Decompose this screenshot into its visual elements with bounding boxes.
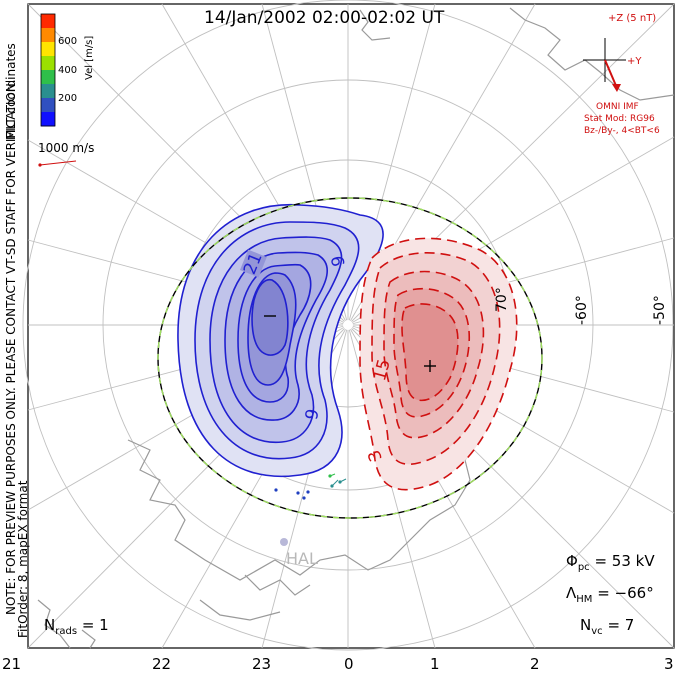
max-marker [424, 360, 436, 372]
n-symbol: N [580, 616, 592, 634]
vector-scale-label: 1000 m/s [38, 141, 95, 155]
imf-z-label: +Z (5 nT) [608, 13, 657, 24]
imf-vector [604, 59, 618, 89]
imf-y-label: +Y [627, 56, 642, 67]
pole-marker [343, 320, 353, 330]
neg-contour-21 [251, 278, 289, 356]
velocity-vectors [274, 473, 347, 500]
mlt-tick-23: 23 [252, 655, 272, 673]
colorbar-tick-200: 200 [58, 93, 78, 104]
colorbar [41, 14, 55, 127]
mlt-tick-21: 21 [2, 655, 22, 673]
colorbar-segment [41, 14, 55, 29]
fit-label: FitOrder: 8, mapEX format [16, 480, 30, 638]
lat-label-70: 70° [494, 287, 510, 312]
stat-phi-pc: Φpc = 53 kV [566, 552, 655, 573]
colorbar-segment [41, 84, 55, 99]
plot-frame [27, 3, 675, 649]
mlt-tick-2: 2 [530, 655, 540, 673]
imf-condition: Bz-/By-, 4<BT<6 [584, 126, 660, 136]
stat-n-rads: Nrads = 1 [44, 616, 109, 637]
colorbar-segment [41, 112, 55, 127]
colorbar-segment [41, 98, 55, 113]
hm-boundary-dash [157, 197, 543, 519]
station-marker [280, 538, 288, 546]
mlt-tick-0: 0 [344, 655, 354, 673]
n-rads-symbol: N [44, 616, 56, 634]
lambda-symbol: Λ [566, 584, 577, 602]
mlt-tick-3: 3 [664, 655, 674, 673]
n-rads-value: = 1 [81, 616, 109, 634]
coastline [37, 7, 675, 649]
colorbar-segment [41, 42, 55, 57]
positive-cell [359, 237, 518, 491]
imf-source: OMNI IMF [596, 102, 639, 112]
negative-cell [177, 203, 384, 478]
colorbar-segment [41, 70, 55, 85]
n-vc-value: = 7 [607, 616, 635, 634]
colorbar-segment [41, 56, 55, 71]
lat-label-50: -50° [652, 295, 668, 325]
imf-model: Stat Mod: RG96 [584, 114, 655, 124]
colorbar-label: Vel [m/s] [84, 35, 95, 80]
colorbar-tick-600: 600 [58, 36, 78, 47]
lat-label-60: -60° [574, 295, 590, 325]
colorbar-tick-400: 400 [58, 65, 78, 76]
imf-dial [583, 38, 626, 82]
colorbar-segment [41, 28, 55, 43]
phi-pc-value: = 53 kV [594, 552, 655, 570]
meridian-23 [261, 324, 349, 649]
scale-vector [39, 160, 77, 166]
lambda-hm-value: = −66° [597, 584, 654, 602]
phi-symbol: Φ [566, 552, 578, 570]
station-label: HAL [286, 549, 318, 568]
imf-arrowhead [612, 84, 621, 92]
pos-contour-15 [401, 303, 459, 402]
stat-n-vc: Nvc = 7 [580, 616, 635, 637]
stat-lambda-hm: ΛHM = −66° [566, 584, 654, 605]
plot-title: 14/Jan/2002 02:00-02:02 UT [204, 8, 445, 28]
mlt-tick-1: 1 [430, 655, 440, 673]
colorbar-frame [40, 13, 56, 127]
mlt-tick-22: 22 [152, 655, 172, 673]
